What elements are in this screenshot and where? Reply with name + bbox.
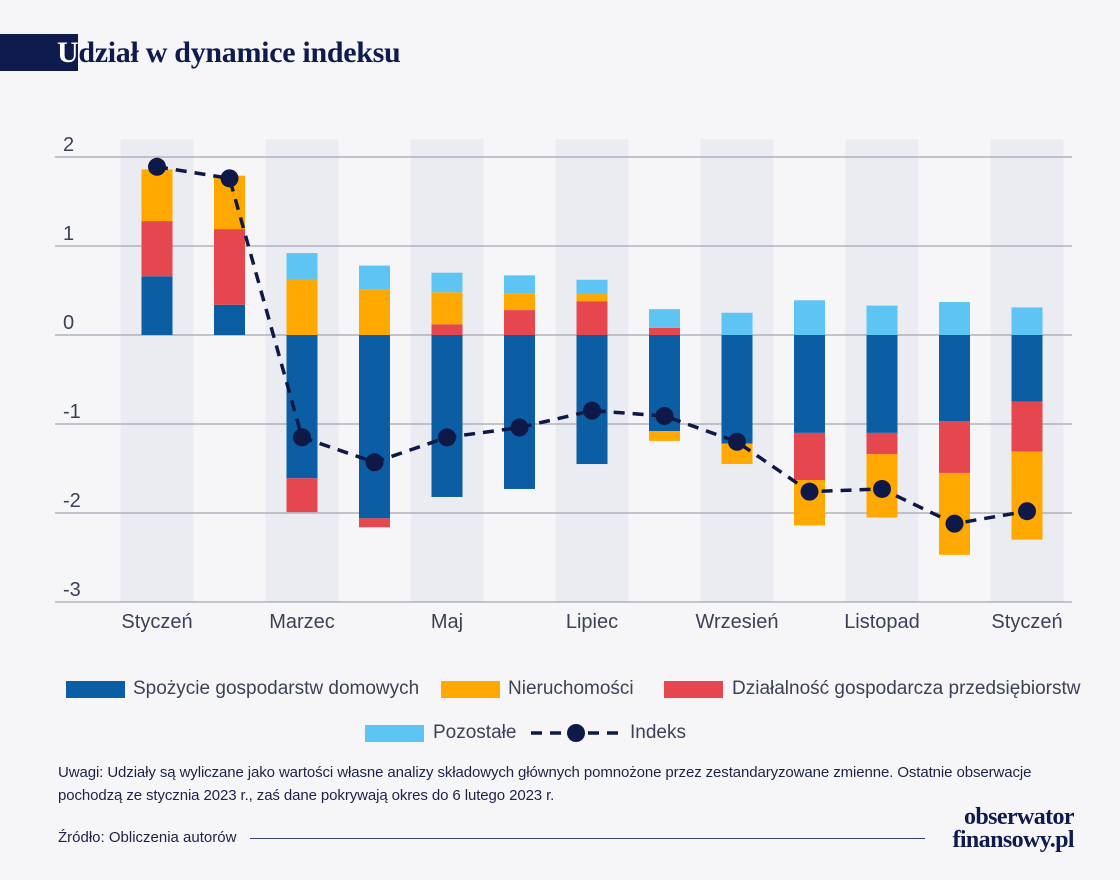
bar-spozycie-4 [359, 335, 390, 519]
index-point-4 [365, 453, 384, 472]
index-point-2 [220, 169, 239, 188]
bar-spozycie-3 [286, 335, 318, 479]
bar-pozostale-11 [866, 305, 898, 335]
index-point-6 [510, 418, 529, 437]
bar-dzialalnosc-12 [939, 421, 970, 473]
legend-swatch [365, 725, 424, 742]
index-point-11 [873, 479, 891, 498]
bar-nieruchomosci-3 [286, 278, 318, 335]
index-point-9 [728, 432, 746, 451]
bar-spozycie-12 [939, 335, 970, 422]
legend-swatch [66, 681, 125, 698]
index-point-13 [1018, 502, 1036, 521]
bar-pozostale-4 [359, 265, 390, 290]
x-tick-label: Lipiec [566, 611, 618, 633]
bar-nieruchomosci-5 [431, 292, 463, 325]
bar-dzialalnosc-8 [649, 327, 680, 335]
publisher-logo: obserwator finansowy.pl [926, 804, 1075, 853]
bar-pozostale-3 [286, 253, 318, 279]
gridlines [55, 156, 1072, 603]
y-tick-label: -1 [63, 401, 81, 423]
index-point-7 [583, 401, 601, 420]
bar-pozostale-13 [1011, 307, 1043, 335]
bar-nieruchomosci-12 [939, 472, 970, 555]
y-tick-label: 0 [63, 312, 74, 334]
bar-nieruchomosci-8 [649, 431, 680, 441]
index-point-3 [293, 428, 311, 447]
bar-pozostale-12 [939, 302, 970, 335]
title-accent-bar [0, 34, 78, 71]
bar-pozostale-9 [721, 312, 753, 335]
legend-label: Nieruchomości [508, 678, 634, 699]
legend-label: Indeks [630, 722, 686, 743]
index-series [148, 157, 1036, 533]
bar-nieruchomosci-13 [1011, 451, 1043, 540]
shaded-bands [120, 139, 1064, 602]
x-tick-label: Styczeń [121, 611, 192, 633]
bar-spozycie-9 [721, 335, 753, 444]
note-line-1: Uwagi: Udziały są wyliczane jako wartośc… [58, 764, 1032, 781]
bar-dzialalnosc-4 [359, 518, 390, 528]
index-point-12 [945, 514, 964, 533]
note-line-2: pochodzą ze stycznia 2023 r., zaś dane p… [58, 787, 555, 804]
bar-spozycie-13 [1011, 335, 1043, 402]
legend-label: Działalność gospodarcza przedsiębiorstw [732, 678, 1081, 699]
legend-dot [567, 724, 585, 742]
bars [141, 169, 1043, 555]
bar-pozostale-5 [431, 272, 463, 293]
bar-dzialalnosc-2 [214, 229, 245, 305]
logo-line-1: obserwator [964, 804, 1075, 830]
x-tick-label: Wrzesień [696, 611, 779, 633]
x-tick-label: Listopad [844, 611, 920, 633]
bar-dzialalnosc-1 [141, 221, 173, 277]
bar-spozycie-5 [431, 335, 463, 497]
bar-nieruchomosci-1 [141, 169, 173, 222]
bar-spozycie-7 [576, 335, 608, 465]
legend-label: Spożycie gospodarstw domowych [133, 678, 420, 699]
legend-swatch [664, 681, 723, 698]
bar-dzialalnosc-7 [576, 301, 608, 335]
source-text: Źródło: Obliczenia autorów [58, 829, 237, 846]
y-axis: 2 1 0 -1 -2 -3 [63, 134, 81, 601]
legend: Spożycie gospodarstw domowych Nieruchomo… [0, 660, 1120, 756]
index-point-5 [438, 428, 456, 447]
x-axis: Styczeń Marzec Maj Lipiec Wrzesień Listopad St… [121, 611, 1062, 633]
legend-line-marker [531, 724, 622, 742]
bar-dzialalnosc-10 [794, 432, 825, 481]
legend-label: Pozostałe [433, 722, 517, 743]
y-tick-label: 1 [63, 223, 74, 245]
bar-dzialalnosc-3 [286, 478, 318, 513]
chart-title: Udział w dynamice indeksu [57, 36, 401, 69]
bar-dzialalnosc-13 [1011, 401, 1043, 452]
x-tick-label: Maj [431, 611, 463, 633]
legend-swatch [441, 681, 500, 698]
stacked-bar-chart: 2 1 0 -1 -2 -3 Styczeń Marzec Maj Lipiec Wrzesień L… [55, 134, 1072, 633]
bar-spozycie-1 [141, 276, 173, 335]
bar-nieruchomosci-4 [359, 289, 390, 335]
y-tick-label: -2 [63, 490, 81, 512]
bar-pozostale-10 [794, 300, 825, 335]
index-point-1 [148, 157, 166, 176]
logo-line-2: finansowy.pl [952, 827, 1074, 853]
x-tick-label: Marzec [269, 611, 335, 633]
bar-spozycie-11 [866, 335, 898, 433]
divider [250, 838, 925, 839]
bar-spozycie-10 [794, 335, 825, 433]
bar-pozostale-6 [504, 275, 535, 294]
y-tick-label: -3 [63, 579, 81, 601]
x-tick-label: Styczeń [991, 611, 1062, 633]
bar-pozostale-7 [576, 279, 608, 295]
y-tick-label: 2 [63, 134, 74, 156]
bar-spozycie-2 [214, 304, 245, 335]
bar-dzialalnosc-11 [866, 432, 898, 455]
bar-dzialalnosc-6 [504, 310, 535, 335]
bar-dzialalnosc-5 [431, 324, 463, 335]
bar-spozycie-6 [504, 335, 535, 489]
bar-nieruchomosci-7 [576, 294, 608, 302]
bar-nieruchomosci-6 [504, 293, 535, 311]
bar-pozostale-8 [649, 309, 680, 328]
index-point-8 [655, 406, 674, 425]
index-point-10 [800, 482, 819, 501]
